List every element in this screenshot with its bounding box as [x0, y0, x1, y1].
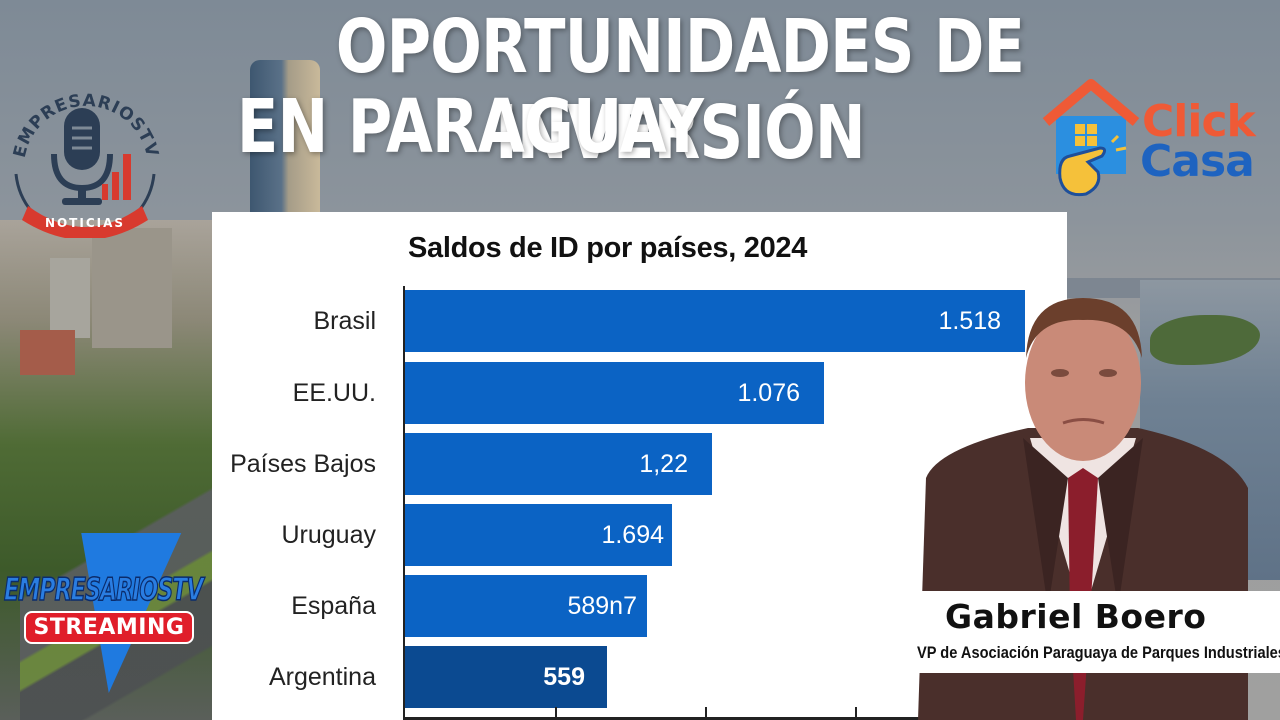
x-axis-tick: [705, 707, 707, 719]
x-axis: [403, 717, 1067, 720]
bar-label: EE.UU.: [292, 379, 376, 407]
headline-line-2: EN PARAGUAY: [236, 84, 704, 170]
bar-row-uruguay: Uruguay 1.694: [212, 504, 1067, 566]
bar-row-argentina: Argentina 559: [212, 646, 1067, 708]
bar-value: 1.518: [938, 307, 1001, 335]
bar-label: Argentina: [268, 663, 376, 691]
building: [50, 258, 90, 338]
bar-label: Brasil: [313, 307, 376, 335]
svg-text:NOTICIAS: NOTICIAS: [45, 216, 125, 230]
headline-line-1: OPORTUNIDADES DE INVERSIÓN: [335, 4, 1025, 176]
x-axis-tick: [855, 707, 857, 719]
house-pointer-icon: [1042, 79, 1140, 197]
bar-label: España: [291, 592, 376, 620]
microphone-icon: EMPRESARIOSTV NOTICIAS: [10, 91, 161, 240]
bar-label: Uruguay: [281, 521, 377, 549]
bar-label: Países Bajos: [230, 450, 376, 478]
bar-row-brasil: Brasil 1.518: [212, 290, 1067, 352]
click-casa-logo: Click Casa: [1042, 78, 1262, 203]
speaker-nameplate: Gabriel Boero VP de Asociación Paraguaya…: [845, 591, 1280, 673]
streaming-label: STREAMING: [24, 611, 194, 644]
bar-value: 1.694: [601, 521, 664, 549]
speaker-role: VP de Asociación Paraguaya de Parques In…: [917, 643, 1280, 662]
bar: 559: [405, 646, 607, 708]
speaker-name: Gabriel Boero: [945, 597, 1207, 636]
click-casa-word-casa: Casa: [1140, 136, 1255, 187]
click-casa-word-click: Click: [1142, 96, 1256, 147]
bar: 1.518: [405, 290, 1025, 352]
y-axis: [403, 286, 405, 720]
bar: 1,22: [405, 433, 712, 495]
bar-row-paises-bajos: Países Bajos 1,22: [212, 433, 1067, 495]
bar: 589n7: [405, 575, 647, 637]
streaming-brand-text: EMPRESARIOSTV: [3, 571, 204, 609]
bar-row-eeuu: EE.UU. 1.076: [212, 362, 1067, 424]
bar-value: 559: [543, 663, 585, 691]
chart-title: Saldos de ID por países, 2024: [408, 232, 808, 264]
empresariostv-noticias-logo: EMPRESARIOSTV NOTICIAS: [6, 88, 164, 240]
bar: 1.076: [405, 362, 824, 424]
building: [92, 228, 172, 348]
bar-value: 589n7: [567, 592, 637, 620]
tower-building: [250, 60, 320, 212]
bar-value: 1.076: [737, 379, 800, 407]
x-axis-tick: [555, 707, 557, 719]
bar-row-espana: España 589n7: [212, 575, 1067, 637]
bar: 1.694: [405, 504, 672, 566]
building: [20, 330, 75, 375]
bar-value: 1,22: [639, 450, 688, 478]
highway-background: [20, 470, 220, 720]
